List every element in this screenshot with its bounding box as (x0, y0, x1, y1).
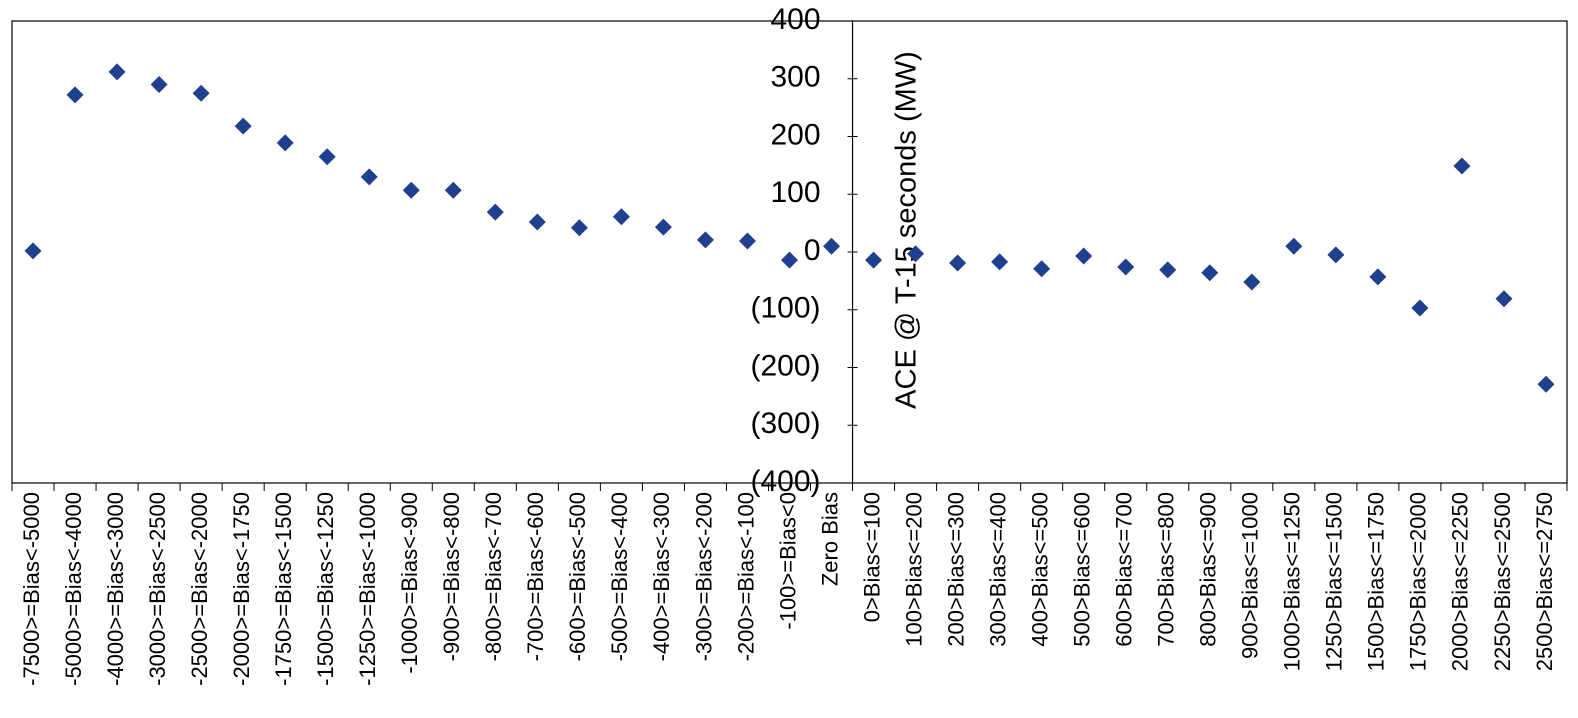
marker (1033, 260, 1051, 278)
x-tick-label: -1000>=Bias<-900 (397, 492, 422, 674)
x-tick-label: -100>=Bias<0 (775, 492, 800, 630)
x-tick-label: -400>=Bias<-300 (649, 492, 674, 661)
y-tick-label: (200) (750, 349, 820, 382)
y-tick-label: (400) (750, 465, 820, 498)
marker (865, 251, 883, 269)
x-tick-label: -4000>=Bias<-3000 (103, 492, 128, 686)
marker (1369, 268, 1387, 286)
marker (66, 86, 84, 104)
y-tick-label: 300 (770, 61, 820, 94)
x-tick-label: 1250>Bias<=1500 (1322, 492, 1347, 671)
x-tick-label: -1750>=Bias<-1500 (271, 492, 296, 686)
y-tick-label: (300) (750, 407, 820, 440)
marker (192, 84, 210, 102)
marker (612, 208, 630, 226)
x-tick-label: -600>=Bias<-500 (565, 492, 590, 661)
x-tick-label: 2000>Bias<=2250 (1448, 492, 1473, 671)
marker (654, 218, 672, 236)
marker (402, 181, 420, 199)
marker (1453, 157, 1471, 175)
y-tick-label: 0 (804, 234, 821, 267)
x-tick-label: 600>Bias<=700 (1112, 492, 1137, 647)
y-tick-label: 400 (770, 3, 820, 36)
y-tick-label: (100) (750, 292, 820, 325)
y-tick-label: 100 (770, 176, 820, 209)
x-tick-label: -800>=Bias<-700 (481, 492, 506, 661)
x-tick-label: Zero Bias (817, 492, 842, 586)
x-tick-label: 400>Bias<=500 (1027, 492, 1052, 647)
x-tick-label: 800>Bias<=900 (1196, 492, 1221, 647)
x-tick-label: 2500>Bias<=2750 (1532, 492, 1557, 671)
marker (150, 76, 168, 94)
x-tick-label: -700>=Bias<-600 (523, 492, 548, 661)
marker (360, 168, 378, 186)
marker (444, 181, 462, 199)
marker (1117, 258, 1135, 276)
x-tick-label: -200>=Bias<-100 (733, 492, 758, 661)
marker (1411, 299, 1429, 317)
x-tick-label: 500>Bias<=600 (1070, 492, 1095, 647)
plot-frame (11, 20, 1568, 484)
x-tick-label: 700>Bias<=800 (1154, 492, 1179, 647)
marker (486, 203, 504, 221)
marker (108, 63, 126, 81)
marker (570, 219, 588, 237)
marker (1327, 246, 1345, 264)
x-tick-label: 900>Bias<=1000 (1238, 492, 1263, 659)
x-tick-label: 2250>Bias<=2500 (1490, 492, 1515, 671)
marker (781, 251, 798, 269)
x-tick-label: -500>=Bias<-400 (607, 492, 632, 661)
marker (318, 148, 336, 166)
x-tick-label: 1000>Bias<=1250 (1280, 492, 1305, 671)
x-tick-label: 300>Bias<=400 (985, 492, 1010, 647)
marker (276, 134, 294, 152)
marker (234, 117, 252, 135)
x-tick-label: -7500>=Bias<-5000 (19, 492, 44, 686)
marker (696, 231, 714, 249)
marker (991, 253, 1009, 271)
marker (1243, 273, 1261, 291)
x-tick-label: 0>Bias<=100 (859, 492, 884, 622)
marker (1159, 261, 1177, 279)
x-tick-label: -900>=Bias<-800 (439, 492, 464, 661)
x-tick-label: -2500>=Bias<-2000 (187, 492, 212, 686)
x-tick-label: 1500>Bias<=1750 (1364, 492, 1389, 671)
x-tick-label: -3000>=Bias<-2500 (145, 492, 170, 686)
x-tick-label: 100>Bias<=200 (901, 492, 926, 647)
y-tick-label: 200 (770, 118, 820, 151)
marker (528, 213, 546, 231)
marker (1537, 375, 1555, 393)
marker (1495, 290, 1513, 308)
marker (907, 245, 925, 263)
marker (949, 254, 967, 272)
x-tick-label: -1250>=Bias<-1000 (355, 492, 380, 686)
x-tick-label: 200>Bias<=300 (943, 492, 968, 647)
marker (1285, 237, 1303, 255)
marker (24, 242, 42, 260)
x-tick-label: -300>=Bias<-200 (691, 492, 716, 661)
x-tick-label: 1750>Bias<=2000 (1406, 492, 1431, 671)
x-tick-label: -5000>=Bias<-4000 (61, 492, 86, 686)
marker (1201, 264, 1219, 282)
marker (1075, 247, 1093, 265)
x-tick-label: -1500>=Bias<-1250 (313, 492, 338, 686)
marker (738, 232, 756, 250)
x-tick-label: -2000>=Bias<-1750 (229, 492, 254, 686)
y-axis-title: ACE @ T-15 seconds (MW) (891, 51, 923, 409)
marker (823, 237, 841, 255)
